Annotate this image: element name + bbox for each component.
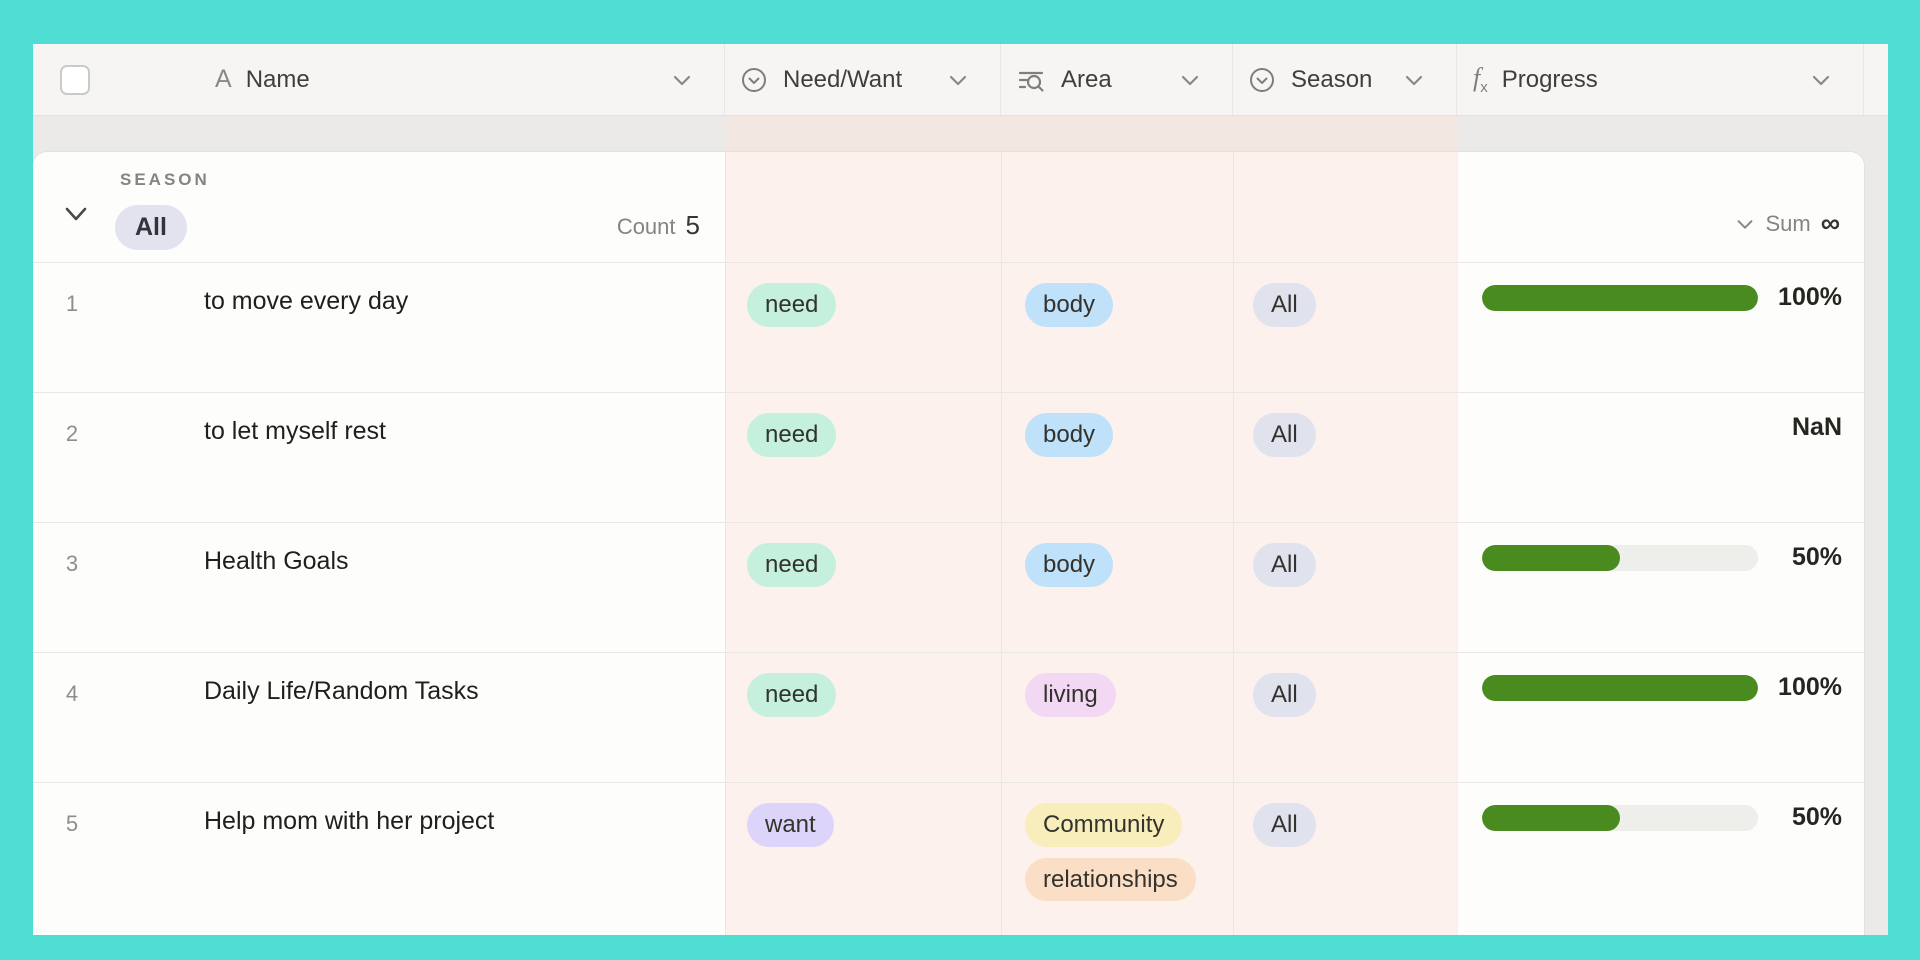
table-row: 3 Health Goals need body All 50%	[33, 522, 1864, 652]
area-tag[interactable]: Community	[1025, 803, 1183, 847]
progress-bar	[1482, 545, 1758, 571]
area-cell[interactable]: Community relationships	[1025, 803, 1196, 902]
area-tag[interactable]: body	[1025, 283, 1114, 327]
progress-bar	[1482, 675, 1758, 701]
progress-value: 50%	[1791, 543, 1842, 571]
progress-value: 50%	[1791, 803, 1842, 831]
need-want-tag[interactable]: need	[747, 413, 837, 457]
row-number: 5	[65, 811, 79, 836]
column-header-season[interactable]: Season	[1233, 44, 1457, 115]
need-want-tag[interactable]: want	[747, 803, 834, 847]
progress-bar-fill	[1482, 805, 1620, 831]
row-name-cell[interactable]: Health Goals	[204, 547, 349, 575]
select-property-icon	[742, 67, 766, 92]
progress-bar-fill	[1482, 545, 1620, 571]
group-header-row: SEASON All Count 5 Sum ∞	[33, 152, 1864, 262]
chevron-down-icon[interactable]	[670, 68, 694, 92]
chevron-down-icon[interactable]	[1178, 68, 1202, 92]
row-number: 4	[65, 681, 79, 706]
progress-value: NaN	[1791, 413, 1842, 441]
table-row: 5 Help mom with her project want Communi…	[33, 782, 1864, 912]
select-property-icon	[1250, 67, 1274, 92]
area-cell[interactable]: body	[1025, 413, 1114, 457]
row-name-cell[interactable]: to let myself rest	[204, 417, 386, 445]
multi-select-property-icon	[1018, 71, 1044, 92]
column-header-area[interactable]: Area	[1001, 44, 1233, 115]
season-tag[interactable]: All	[1253, 283, 1316, 327]
formula-property-icon: fx	[1473, 63, 1488, 97]
infinity-value: ∞	[1820, 208, 1840, 238]
text-property-icon: A	[215, 65, 232, 93]
progress-bar-fill	[1482, 285, 1758, 311]
need-want-tag[interactable]: need	[747, 673, 837, 717]
area-tag[interactable]: living	[1025, 673, 1116, 717]
chevron-down-icon	[1737, 219, 1752, 229]
progress-bar	[1482, 805, 1758, 831]
sum-control[interactable]: Sum ∞	[1734, 208, 1840, 238]
column-header-need-want[interactable]: Need/Want	[725, 44, 1001, 115]
row-number: 2	[65, 421, 79, 446]
column-header-progress[interactable]: fx Progress	[1457, 44, 1864, 115]
table-row: 4 Daily Life/Random Tasks need living Al…	[33, 652, 1864, 782]
column-label: Season	[1291, 65, 1373, 93]
progress-value: 100%	[1778, 283, 1842, 311]
area-tag[interactable]: body	[1025, 543, 1114, 587]
row-number: 1	[65, 291, 79, 316]
season-tag[interactable]: All	[1253, 803, 1316, 847]
column-label: Area	[1061, 65, 1112, 93]
column-label: Name	[245, 65, 310, 93]
area-cell[interactable]: body	[1025, 543, 1114, 587]
column-header-name[interactable]: A Name	[33, 44, 725, 115]
rows-container: 1 to move every day need body All 100% 2…	[33, 262, 1864, 912]
table-row: 2 to let myself rest need body All NaN	[33, 392, 1864, 522]
group-count[interactable]: Count 5	[616, 210, 700, 240]
need-want-tag[interactable]: need	[747, 283, 837, 327]
area-tag[interactable]: body	[1025, 413, 1114, 457]
area-cell[interactable]: body	[1025, 283, 1114, 327]
area-cell[interactable]: living	[1025, 673, 1116, 717]
select-all-checkbox[interactable]	[60, 64, 90, 95]
need-want-tag[interactable]: need	[747, 543, 837, 587]
chevron-down-icon[interactable]	[1402, 68, 1426, 92]
season-tag[interactable]: All	[1253, 543, 1316, 587]
table-header-row: A Name Need/Want Area Season	[33, 44, 1888, 116]
progress-bar-fill	[1482, 675, 1758, 701]
area-tag[interactable]: relationships	[1025, 857, 1196, 902]
chevron-down-icon[interactable]	[946, 68, 970, 92]
table-row: 1 to move every day need body All 100%	[33, 262, 1864, 392]
chevron-down-icon[interactable]	[1809, 68, 1833, 92]
column-label: Need/Want	[783, 65, 903, 93]
row-number: 3	[65, 551, 79, 576]
row-name-cell[interactable]: Daily Life/Random Tasks	[204, 677, 479, 705]
column-label: Progress	[1501, 65, 1598, 93]
header-gap	[33, 116, 1888, 152]
group-value-pill[interactable]: All	[115, 205, 187, 250]
header-stub	[1864, 44, 1888, 115]
group-card: SEASON All Count 5 Sum ∞ 1 to move every …	[33, 152, 1864, 935]
progress-value: 100%	[1778, 673, 1842, 701]
season-tag[interactable]: All	[1253, 413, 1316, 457]
row-name-cell[interactable]: to move every day	[204, 287, 409, 315]
group-field-label: SEASON	[120, 170, 210, 189]
row-name-cell[interactable]: Help mom with her project	[204, 807, 495, 835]
season-tag[interactable]: All	[1253, 673, 1316, 717]
collapse-group-icon[interactable]	[61, 202, 91, 226]
database-table-view: A Name Need/Want Area Season	[33, 44, 1888, 935]
progress-bar	[1482, 285, 1758, 311]
